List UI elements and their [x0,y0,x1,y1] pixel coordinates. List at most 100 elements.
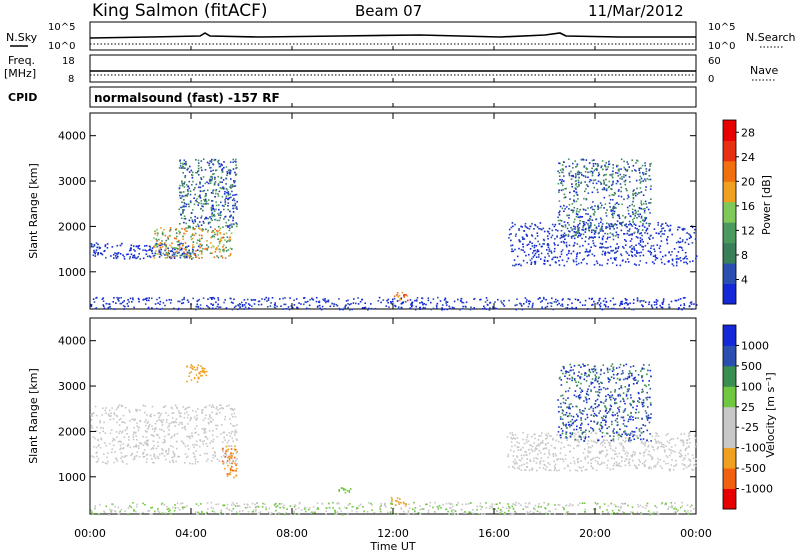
velocity-cell [598,395,600,397]
power-cell [175,228,178,230]
velocity-cell [509,432,511,434]
velocity-cell [601,444,604,447]
power-cell [621,176,623,178]
power-cell [628,228,631,230]
power-cell [602,168,604,171]
power-cell [615,224,618,226]
power-cell [534,249,536,252]
velocity-cell [629,372,632,374]
velocity-cell [628,464,631,467]
power-cell [104,245,107,248]
power-cell [547,252,549,255]
power-cell [217,161,220,164]
velocity-cell [593,420,595,423]
velocity-cell [623,409,626,412]
velocity-cell [215,407,218,410]
velocity-cell [202,371,205,374]
power-cell [363,307,366,309]
power-cell [216,247,218,249]
velocity-cell [541,432,543,434]
power-cell [201,230,204,232]
power-cell [636,193,639,196]
power-cell [604,252,607,255]
power-cell [532,302,534,305]
power-cell [217,160,219,163]
velocity-cell [585,372,587,375]
velocity-cell [554,463,557,466]
velocity-cell [617,437,620,439]
power-cell [207,306,209,308]
velocity-cell [233,408,236,410]
velocity-cell [253,509,255,512]
power-cell [319,307,321,310]
velocity-cell [190,379,193,381]
velocity-cell [593,440,595,443]
power-cell [132,297,134,299]
power-cell [631,254,633,257]
power-cell [616,233,618,236]
velocity-cell [176,432,179,435]
power-cell [164,304,166,307]
power-cell [533,254,536,257]
velocity-cell [594,369,596,372]
velocity-cell [613,440,615,443]
velocity-cell [201,409,203,412]
power-cell [587,251,589,253]
power-cell [179,191,181,194]
velocity-cell [588,398,591,400]
velocity-cell [550,469,552,472]
power-cell [626,197,629,200]
power-cell [601,188,604,191]
velocity-cell [563,424,565,426]
velocity-cell [451,513,454,516]
velocity-cell [177,507,180,509]
power-cell [634,209,636,212]
velocity-cell [196,408,199,410]
power-cell [267,297,270,300]
power-cell [526,234,528,237]
velocity-cell [585,468,588,471]
power-cell [122,301,124,304]
power-cell [581,174,583,176]
velocity-cell [154,428,156,431]
power-cell [561,225,563,227]
velocity-cell [338,507,341,510]
velocity-cell [204,452,206,455]
power-cell [629,181,631,183]
power-cell [198,221,201,223]
power-cell [619,302,622,305]
power-cell [424,307,426,309]
power-cell [575,183,578,185]
power-cell [197,223,199,226]
velocity-cell [618,410,621,413]
power-cell [574,218,576,221]
velocity-cell [110,412,112,415]
power-cell [561,303,564,306]
velocity-cell [235,464,237,467]
power-cell [668,303,670,306]
velocity-cell [652,465,655,468]
velocity-cell [603,503,606,505]
power-cell [145,244,148,247]
velocity-cell [512,434,514,436]
velocity-cell [584,437,586,440]
power-cell [112,301,114,303]
power-cell [611,307,613,310]
power-cell [638,242,640,245]
power-cell [194,193,196,196]
power-cell [635,252,638,254]
power-cell [616,250,619,252]
power-cell [627,196,630,198]
power-cell [537,298,540,300]
velocity-cell [633,379,636,381]
velocity-cell [201,412,203,414]
velocity-cell [618,409,620,411]
velocity-cell [632,511,634,514]
velocity-cell [578,427,581,429]
power-cell [565,234,567,236]
power-cell [179,184,181,187]
power-cell [683,307,685,309]
velocity-cell [221,449,224,451]
velocity-cell [234,460,237,463]
velocity-cell [150,434,153,436]
